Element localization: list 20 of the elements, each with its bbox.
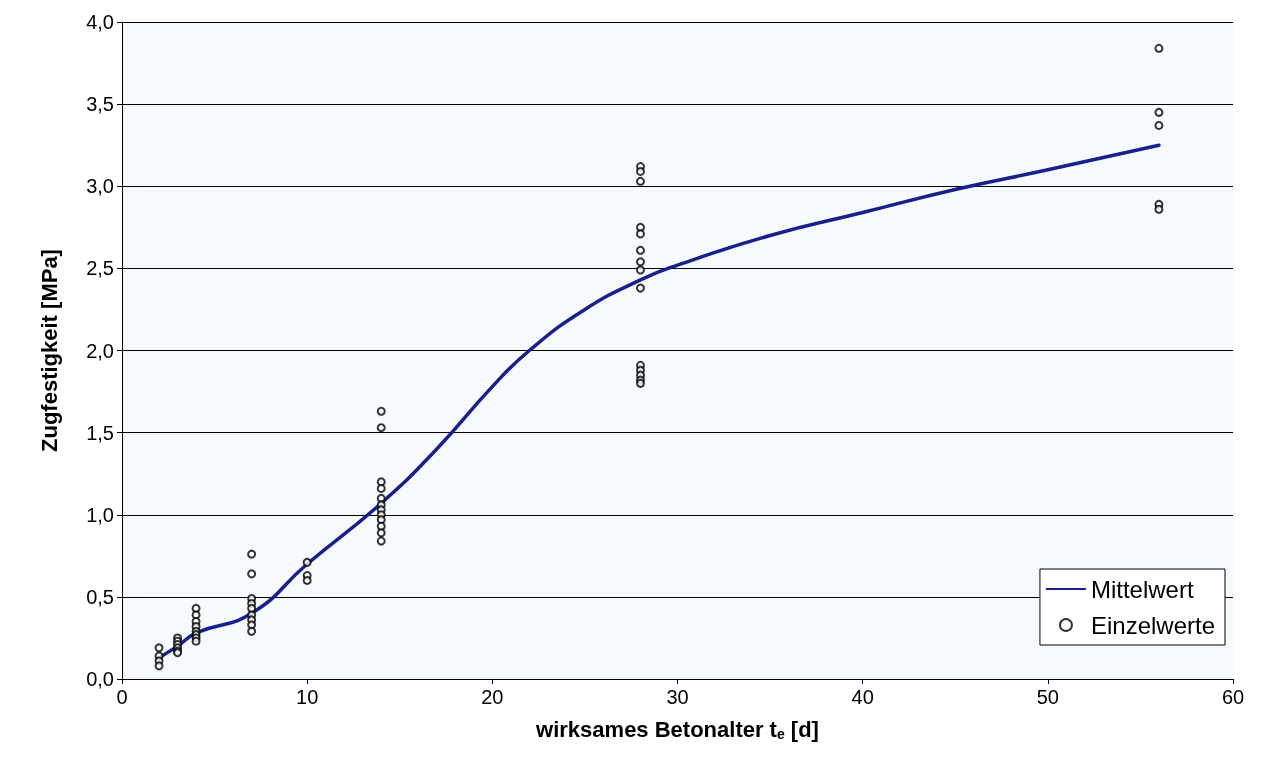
y-tick-label: 0,0 bbox=[86, 668, 114, 690]
y-tick-label: 1,5 bbox=[86, 421, 114, 444]
x-tick-label: 20 bbox=[481, 686, 504, 708]
y-axis-title: Zugfestigkeit [MPa] bbox=[36, 249, 62, 452]
x-tick-label: 50 bbox=[1036, 686, 1059, 708]
x-tick-label: 40 bbox=[851, 686, 874, 708]
x-tick-label: 30 bbox=[666, 686, 689, 708]
x-tick-label: 10 bbox=[296, 686, 319, 708]
y-tick-label: 4,0 bbox=[86, 11, 114, 33]
y-tick-label: 1,0 bbox=[86, 503, 114, 526]
y-tick-label: 2,0 bbox=[86, 339, 114, 362]
y-tick-label: 0,5 bbox=[86, 585, 114, 608]
x-tick-label: 0 bbox=[116, 686, 128, 708]
y-tick-label: 2,5 bbox=[86, 257, 114, 280]
y-tick-label: 3,0 bbox=[86, 175, 114, 198]
x-axis-title: wirksames Betonalter te [d] bbox=[535, 716, 819, 742]
x-tick-label: 60 bbox=[1221, 686, 1245, 708]
legend-label: Einzelwerte bbox=[1090, 611, 1216, 639]
y-tick-label: 3,5 bbox=[86, 93, 114, 116]
legend-label: Mittelwert bbox=[1090, 575, 1194, 603]
